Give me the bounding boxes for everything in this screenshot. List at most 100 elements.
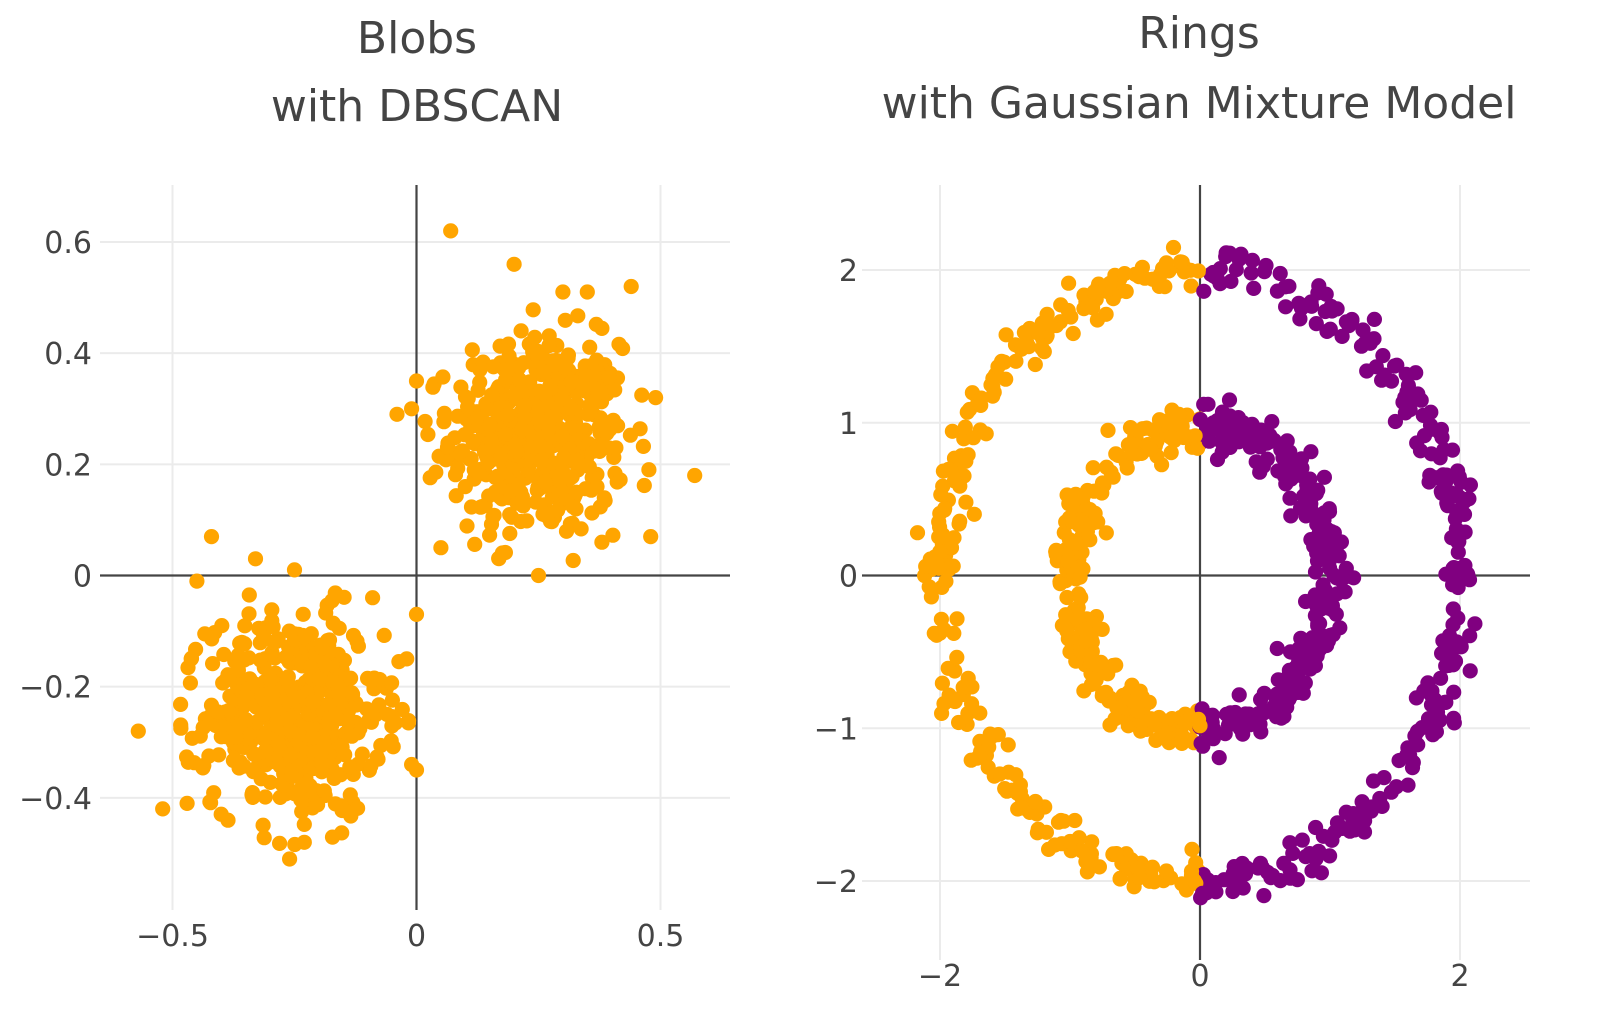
blobs-point	[316, 738, 332, 754]
blobs-point	[516, 397, 532, 413]
rings-point-orange	[1098, 684, 1114, 700]
rings-point-purple	[1407, 728, 1423, 744]
blobs-point	[255, 817, 271, 833]
blobs-x-tick-label: 0	[407, 919, 426, 954]
rings-point-purple	[1435, 633, 1451, 649]
blobs-point	[513, 323, 529, 339]
blobs-point	[287, 690, 303, 706]
rings-point-purple	[1211, 750, 1227, 766]
blobs-gridlines	[100, 185, 730, 910]
rings-point-orange	[998, 327, 1014, 343]
blobs-point	[304, 694, 320, 710]
rings-point-purple	[1231, 687, 1247, 703]
blobs-point	[265, 619, 281, 635]
rings-point-orange	[923, 589, 940, 605]
rings-point-orange	[1178, 714, 1194, 730]
rings-point-purple	[1278, 299, 1294, 315]
rings-point-orange	[1172, 254, 1189, 270]
blobs-point	[648, 390, 664, 406]
blobs-point	[552, 473, 568, 489]
rings-point-orange	[980, 734, 996, 750]
rings-point-purple	[1309, 553, 1326, 569]
blobs-point	[554, 428, 570, 444]
rings-point-orange	[1187, 428, 1203, 444]
rings-point-orange	[986, 384, 1002, 400]
blobs-point	[314, 640, 330, 656]
rings-title-line-1: Rings	[1138, 8, 1260, 59]
rings-point-purple	[1388, 779, 1404, 795]
blobs-point	[379, 706, 395, 723]
blobs-point	[565, 552, 581, 569]
blobs-point	[385, 739, 401, 755]
blobs-point	[608, 440, 624, 456]
rings-point-orange	[1190, 263, 1207, 279]
blobs-point	[241, 587, 257, 603]
blobs-point	[687, 467, 703, 484]
blobs-point	[278, 649, 294, 665]
rings-point-purple	[1439, 472, 1455, 488]
rings-point-orange	[1118, 283, 1134, 300]
rings-point-purple	[1248, 454, 1264, 470]
blobs-point	[305, 729, 321, 745]
rings-point-orange	[1030, 821, 1046, 837]
rings-point-orange	[944, 423, 961, 439]
rings-point-orange	[1086, 284, 1102, 300]
rings-point-orange	[1039, 306, 1055, 322]
rings-point-purple	[1328, 606, 1344, 622]
blobs-point	[408, 373, 425, 389]
rings-point-purple	[1375, 348, 1391, 364]
rings-point-purple	[1196, 283, 1212, 299]
rings-point-purple	[1345, 811, 1361, 827]
blobs-point	[525, 302, 541, 318]
rings-point-orange	[1123, 436, 1139, 452]
blobs-point	[436, 405, 452, 421]
rings-point-orange	[1154, 457, 1170, 473]
rings-point-purple	[1445, 601, 1461, 617]
blobs-point	[474, 499, 490, 515]
rings-point-purple	[1408, 365, 1424, 381]
rings-point-orange	[1077, 622, 1093, 638]
rings-point-purple	[1453, 474, 1469, 490]
rings-point-purple	[1462, 663, 1478, 679]
blobs-y-tick-label: −0.2	[19, 671, 92, 706]
blobs-point	[342, 787, 358, 803]
blobs-point	[607, 382, 623, 398]
blobs-point	[324, 829, 341, 845]
blobs-point	[363, 672, 379, 688]
rings-point-purple	[1409, 435, 1425, 451]
rings-point-orange	[1061, 510, 1077, 526]
rings-point-orange	[1110, 447, 1126, 463]
rings-point-purple	[1256, 888, 1272, 904]
blobs-point	[493, 448, 509, 464]
rings-point-orange	[1158, 727, 1174, 743]
rings-point-orange	[1108, 846, 1125, 862]
blobs-point	[272, 835, 288, 852]
blobs-point	[201, 748, 217, 764]
blobs-point	[533, 453, 549, 469]
rings-point-orange	[946, 625, 962, 642]
blobs-point	[311, 671, 327, 687]
rings-point-purple	[1264, 414, 1280, 430]
blobs-point	[237, 618, 253, 634]
blobs-point	[541, 338, 557, 354]
rings-point-orange	[1085, 460, 1101, 476]
rings-point-orange	[949, 649, 965, 666]
rings-point-orange	[1165, 239, 1182, 256]
rings-point-orange	[1067, 812, 1083, 829]
rings-point-purple	[1308, 819, 1324, 836]
blobs-point	[623, 278, 639, 295]
blobs-point	[641, 462, 657, 478]
blobs-point	[519, 513, 535, 529]
rings-point-orange	[929, 627, 945, 643]
blobs-point	[173, 720, 189, 736]
blobs-point	[560, 347, 577, 363]
rings-point-purple	[1258, 257, 1274, 274]
rings-point-orange	[1000, 737, 1016, 753]
blobs-point	[558, 523, 575, 539]
rings-point-orange	[1100, 666, 1116, 682]
rings-point-purple	[1228, 877, 1244, 893]
rings-point-purple	[1303, 532, 1319, 548]
blobs-point	[459, 518, 475, 534]
rings-point-orange	[1052, 576, 1068, 592]
rings-point-purple	[1244, 433, 1260, 449]
